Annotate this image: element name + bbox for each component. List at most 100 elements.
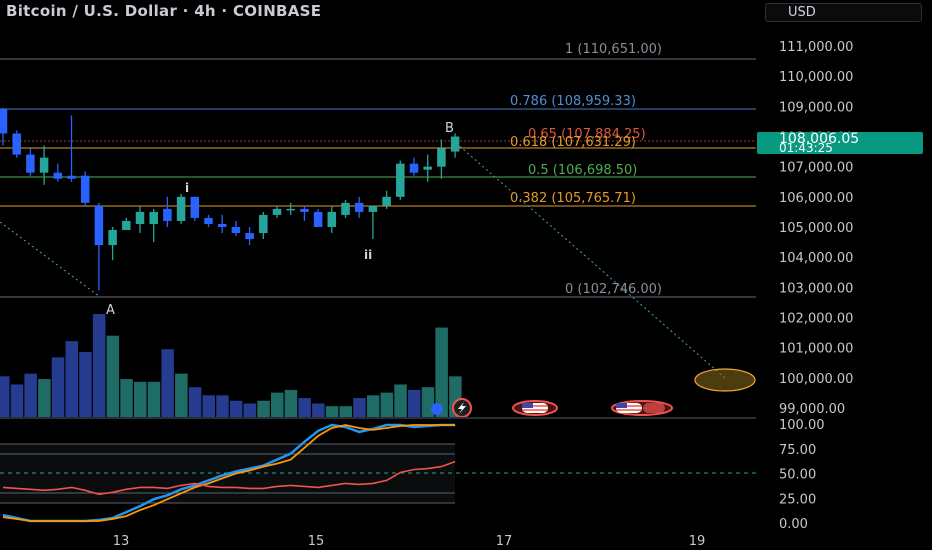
candle: [149, 208, 158, 243]
price-tick: 105,000.00: [779, 221, 853, 236]
price-tick: 99,000.00: [779, 402, 845, 417]
candle: [409, 157, 419, 176]
oscillator-lines: [2, 423, 456, 523]
volume-bar: [120, 379, 133, 417]
wave-marker-b: B: [445, 121, 454, 136]
fib-label-065: 0.65 (107,884.25): [528, 127, 646, 142]
volume-bar: [298, 398, 311, 417]
volume-bar: [51, 357, 65, 417]
volume-bar: [10, 384, 24, 417]
oscillator-tick: 75.00: [779, 443, 816, 458]
candle: [245, 227, 254, 246]
candle: [259, 211, 268, 240]
volume-bar: [188, 387, 202, 417]
time-tick: 17: [496, 534, 513, 549]
price-axis[interactable]: 111,000.00110,000.00109,000.00108,000.00…: [779, 40, 853, 417]
candle: [163, 196, 172, 227]
price-tick: 110,000.00: [779, 70, 853, 85]
volume-bar: [243, 403, 257, 417]
candle: [231, 220, 241, 237]
oscillator-pane[interactable]: [0, 423, 756, 523]
projection-line-target[interactable]: [455, 142, 726, 379]
candle: [368, 205, 378, 240]
time-axis[interactable]: 13 15 17 19: [113, 534, 706, 549]
fib-label-05: 0.5 (106,698.50): [528, 163, 637, 178]
candle: [313, 208, 323, 227]
fib-label-0786: 0.786 (108,959.33): [510, 94, 636, 109]
volume-bar: [229, 400, 243, 417]
candle: [176, 193, 186, 224]
wave-marker-a: A: [106, 303, 115, 318]
volume-bar: [339, 406, 352, 417]
price-tick: 101,000.00: [779, 342, 853, 357]
current-price-tag[interactable]: 108,006.05 01:43:25: [757, 131, 923, 155]
rsi-line: [2, 460, 456, 496]
current-price: 108,006.05: [779, 131, 859, 147]
volume-bar: [202, 395, 215, 417]
chart-title: Bitcoin / U.S. Dollar · 4h · COINBASE: [6, 2, 322, 20]
volume-bar: [38, 379, 51, 417]
candles: [0, 107, 460, 291]
volume-bar: [0, 376, 10, 417]
candle: [190, 196, 200, 221]
volume-bar: [312, 403, 325, 417]
candle: [286, 202, 295, 215]
oscillator-tick: 100.00: [779, 418, 825, 433]
us-flag-icon-2[interactable]: [611, 400, 673, 416]
fib-label-0: 0 (102,746.00): [565, 282, 662, 297]
volume-bar: [271, 392, 284, 417]
wave-marker-i: i: [185, 181, 189, 195]
price-tick: 106,000.00: [779, 191, 853, 206]
candle: [327, 205, 337, 234]
volume-bar: [175, 373, 188, 417]
target-zone[interactable]: [694, 368, 756, 392]
volume-bar: [257, 400, 270, 417]
candle: [80, 171, 90, 206]
candle: [423, 154, 432, 182]
fib-label-0382: 0.382 (105,765.71): [510, 191, 636, 206]
candle: [300, 205, 309, 221]
price-tick: 111,000.00: [779, 40, 853, 55]
volume-bar: [147, 381, 161, 417]
volume-bar: [325, 406, 339, 417]
oscillator-tick: 0.00: [779, 517, 808, 532]
oscillator-tick: 50.00: [779, 468, 816, 483]
volume-bar: [284, 389, 298, 417]
volume-bar: [161, 349, 174, 417]
candle: [39, 145, 49, 185]
time-tick: 19: [689, 534, 706, 549]
candle: [437, 139, 446, 179]
projection-line-down[interactable]: [0, 221, 101, 298]
volume-bar: [216, 395, 229, 417]
earnings-flash-icon[interactable]: [431, 398, 472, 418]
volume-bar: [394, 384, 407, 417]
candle: [450, 133, 460, 158]
candle: [53, 163, 63, 182]
candle: [94, 202, 104, 291]
volume-bar: [24, 373, 37, 417]
fib-label-0618: 0.618 (107,631.29): [510, 135, 636, 150]
volume-bar: [380, 392, 394, 417]
volume-bar: [435, 327, 448, 417]
volume-bar: [106, 335, 120, 417]
price-pane[interactable]: 1 (110,651.00) 0.786 (108,959.33) 0.65 (…: [0, 42, 756, 418]
volume-bar: [65, 341, 78, 417]
bar-countdown: 01:43:25: [779, 141, 833, 155]
price-tick: 102,000.00: [779, 312, 853, 327]
volume-bars: [0, 314, 462, 417]
time-tick: 13: [113, 534, 130, 549]
volume-bar: [408, 389, 421, 417]
fib-label-1: 1 (110,651.00): [565, 42, 662, 57]
candle: [272, 205, 282, 218]
us-flag-icon[interactable]: [512, 400, 558, 416]
candle: [382, 190, 391, 209]
candle: [341, 199, 350, 218]
volume-bar: [353, 398, 366, 417]
time-tick: 15: [308, 534, 325, 549]
currency-selector[interactable]: USD: [765, 3, 922, 22]
volume-bar: [134, 381, 147, 417]
price-tick: 104,000.00: [779, 251, 853, 266]
candle: [204, 214, 213, 227]
oscillator-axis[interactable]: 100.00 75.00 50.00 25.00 0.00: [779, 418, 825, 532]
